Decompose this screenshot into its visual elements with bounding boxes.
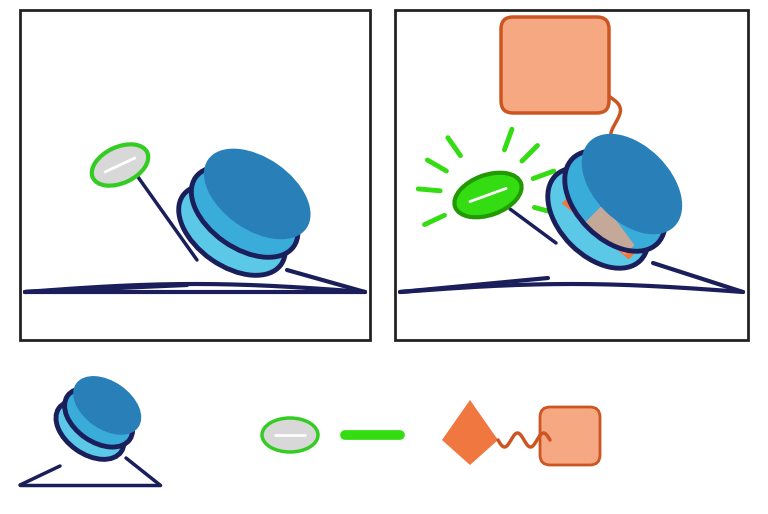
FancyBboxPatch shape	[540, 407, 600, 465]
Ellipse shape	[73, 376, 141, 435]
Ellipse shape	[204, 149, 310, 240]
FancyBboxPatch shape	[501, 17, 609, 113]
Polygon shape	[442, 400, 498, 465]
Ellipse shape	[65, 389, 133, 447]
Ellipse shape	[191, 167, 298, 258]
Ellipse shape	[564, 151, 665, 251]
Ellipse shape	[179, 185, 285, 276]
Polygon shape	[562, 182, 640, 260]
Ellipse shape	[581, 134, 682, 234]
Bar	[395, 10, 748, 340]
Bar	[20, 10, 370, 340]
Ellipse shape	[262, 418, 318, 452]
Ellipse shape	[56, 400, 124, 460]
Polygon shape	[584, 204, 634, 254]
Ellipse shape	[91, 144, 148, 186]
Ellipse shape	[548, 168, 648, 268]
Ellipse shape	[455, 173, 521, 217]
